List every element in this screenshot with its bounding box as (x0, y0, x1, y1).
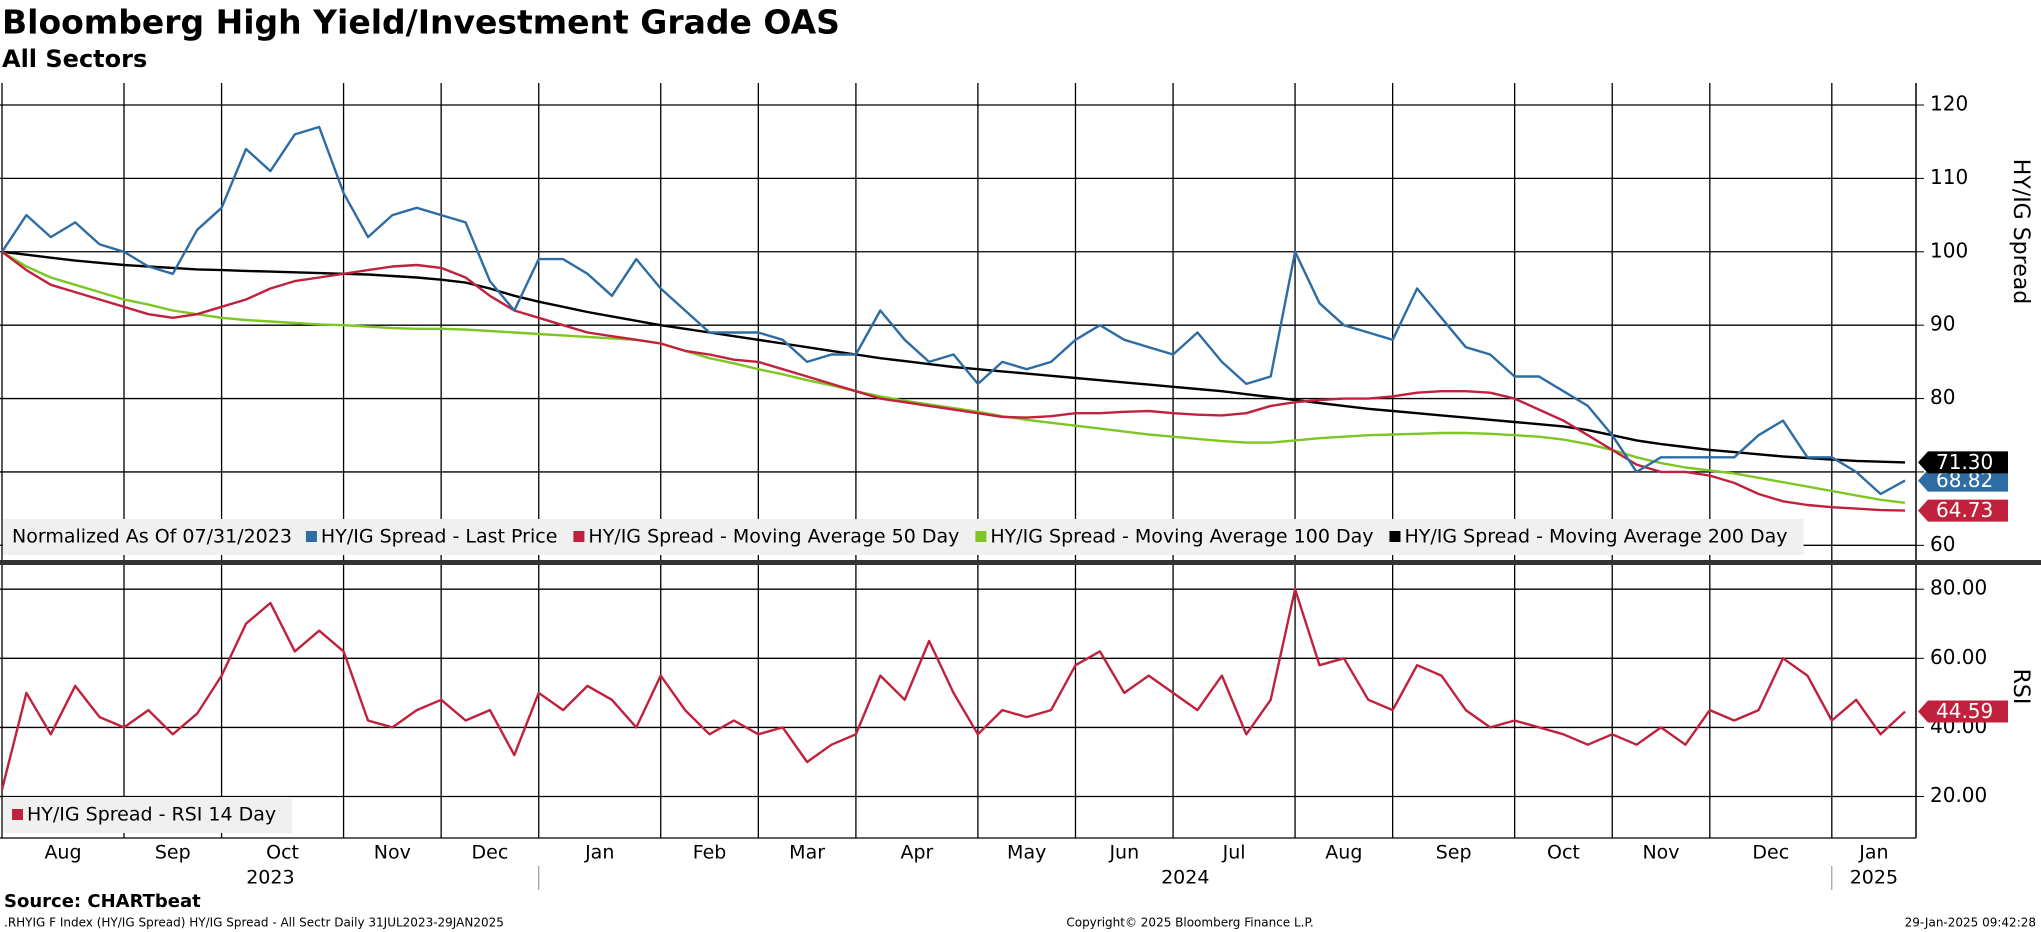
y-tick-label: 120 (1930, 92, 1968, 116)
y-axis-label: RSI (2008, 669, 2033, 705)
legend-box (3, 519, 1804, 555)
legend: Normalized As Of 07/31/2023 HY/IG Spread … (3, 519, 1804, 555)
x-tick-label: Mar (789, 842, 825, 864)
last-value-label: 64.73 (1936, 498, 1993, 522)
year-label: 2024 (1161, 867, 1209, 889)
legend-swatch (573, 531, 585, 542)
legend-label: HY/IG Spread - Moving Average 50 Day (588, 526, 959, 548)
y-tick-label: 110 (1930, 165, 1968, 189)
legend-swatch (975, 531, 987, 542)
x-tick-label: Sep (155, 842, 191, 864)
legend-swatch (12, 809, 23, 820)
x-tick-label: May (1007, 842, 1046, 864)
legend-label: HY/IG Spread - Moving Average 100 Day (990, 526, 1373, 548)
legend-label: HY/IG Spread - Moving Average 200 Day (1404, 526, 1787, 548)
y-tick-label: 60 (1930, 532, 1955, 556)
y-axis-label: HY/IG Spread (2008, 159, 2033, 304)
x-tick-label: Jun (1108, 842, 1139, 864)
x-tick-label: Jan (1858, 842, 1888, 864)
legend-note: Normalized As Of 07/31/2023 (12, 526, 292, 548)
last-value-label: 71.30 (1936, 450, 1993, 474)
series-line (1, 250, 1906, 464)
chart-title: Bloomberg High Yield/Investment Grade OA… (2, 3, 840, 42)
y-tick-label: 80.00 (1930, 576, 1987, 600)
series-line (1, 250, 1906, 512)
series-line (1, 125, 1906, 496)
x-tick-label: Feb (693, 842, 727, 864)
x-tick-label: Nov (1642, 842, 1679, 864)
source: Source: CHARTbeat (4, 891, 201, 912)
y-tick-label: 90 (1930, 312, 1955, 336)
copyright: Copyright© 2025 Bloomberg Finance L.P. (1066, 916, 1313, 930)
x-tick-label: Dec (472, 842, 509, 864)
legend-swatch (305, 531, 317, 542)
x-tick-label: Jan (584, 842, 614, 864)
last-value-flag (1918, 469, 2008, 492)
year-label: 2023 (246, 867, 294, 889)
x-tick-label: Oct (1547, 842, 1580, 864)
x-tick-label: Aug (44, 842, 81, 864)
x-tick-label: Jul (1222, 842, 1246, 864)
y-tick-label: 20.00 (1930, 783, 1987, 807)
chart-subtitle: All Sectors (2, 45, 147, 73)
x-tick-label: Sep (1436, 842, 1472, 864)
legend-box (3, 797, 293, 833)
x-tick-label: Dec (1752, 842, 1789, 864)
year-label: 2025 (1850, 867, 1898, 889)
y-tick-label: 60.00 (1930, 645, 1987, 669)
last-value-flag (1918, 499, 2008, 522)
legend-swatch (1389, 531, 1401, 542)
y-tick-label: 100 (1930, 238, 1968, 262)
y-tick-label: 80 (1930, 385, 1955, 409)
series-line (0, 588, 1906, 790)
legend-label: HY/IG Spread - RSI 14 Day (27, 804, 276, 826)
legend-label: HY/IG Spread - Last Price (321, 526, 557, 548)
timestamp: 29-Jan-2025 09:42:28 (1905, 916, 2036, 930)
x-tick-label: Apr (900, 842, 933, 864)
panel-separator (0, 560, 2041, 565)
x-tick-label: Aug (1325, 842, 1362, 864)
x-tick-label: Oct (266, 842, 299, 864)
legend: HY/IG Spread - RSI 14 Day (3, 797, 293, 833)
index-note: .RHYIG F Index (HY/IG Spread) HY/IG Spre… (4, 916, 504, 930)
last-value-flag (1918, 700, 2008, 723)
series-line (1, 250, 1906, 504)
last-value-flag (1918, 451, 2008, 474)
x-tick-label: Nov (374, 842, 411, 864)
last-value-label: 44.59 (1936, 699, 1993, 723)
